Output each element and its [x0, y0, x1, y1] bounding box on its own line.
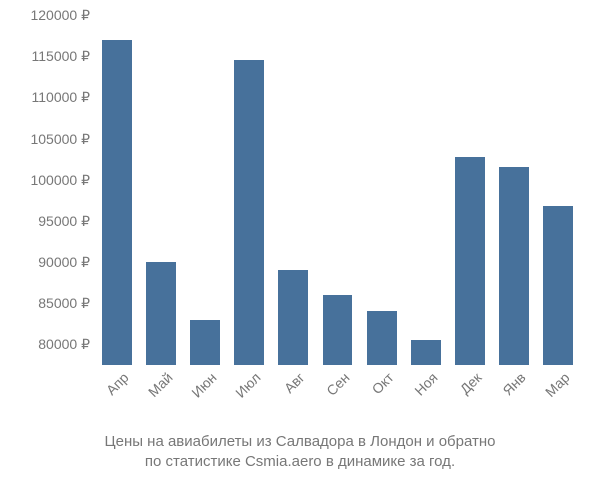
- x-tick-label: Ноя: [412, 370, 440, 398]
- x-tick-label: Окт: [369, 370, 396, 397]
- bar: [499, 167, 529, 365]
- bar: [411, 340, 441, 365]
- bar: [367, 311, 397, 365]
- y-tick-label: 115000 ₽: [5, 49, 90, 63]
- x-tick-label: Янв: [500, 370, 528, 398]
- bars-container: [95, 15, 580, 365]
- bar: [234, 60, 264, 365]
- plot-area: [95, 15, 580, 365]
- bar: [102, 40, 132, 365]
- price-chart: 80000 ₽ 85000 ₽ 90000 ₽ 95000 ₽ 100000 ₽ 1050…: [0, 0, 600, 500]
- caption-line2: по статистике Csmia.aero в динамике за г…: [145, 453, 455, 470]
- x-tick-label: Июл: [233, 370, 263, 400]
- y-tick-label: 105000 ₽: [5, 132, 90, 146]
- y-tick-label: 120000 ₽: [5, 8, 90, 22]
- x-tick-label: Апр: [104, 370, 131, 397]
- caption-line1: Цены на авиабилеты из Салвадора в Лондон…: [105, 433, 496, 450]
- x-tick-label: Июн: [189, 370, 219, 400]
- bar: [278, 270, 308, 365]
- chart-caption: Цены на авиабилеты из Салвадора в Лондон…: [0, 432, 600, 472]
- y-tick-label: 80000 ₽: [5, 337, 90, 351]
- bar: [543, 206, 573, 365]
- bar: [455, 157, 485, 365]
- y-tick-label: 85000 ₽: [5, 296, 90, 310]
- y-tick-label: 110000 ₽: [5, 90, 90, 104]
- x-tick-label: Дек: [457, 370, 483, 396]
- bar: [190, 320, 220, 365]
- y-tick-label: 100000 ₽: [5, 173, 90, 187]
- x-tick-label: Авг: [282, 370, 307, 395]
- x-tick-label: Сен: [323, 370, 351, 398]
- x-tick-label: Мар: [543, 370, 572, 399]
- bar: [146, 262, 176, 365]
- y-tick-label: 90000 ₽: [5, 255, 90, 269]
- x-tick-label: Май: [146, 370, 175, 399]
- y-tick-label: 95000 ₽: [5, 214, 90, 228]
- bar: [323, 295, 353, 365]
